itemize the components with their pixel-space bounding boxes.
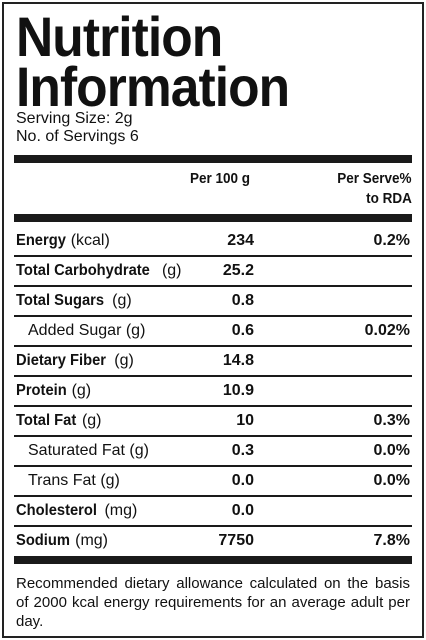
per-serve-rda: 0.0% [373,442,410,459]
column-header: Per Serve% [337,170,412,187]
title: Nutrition [16,5,223,68]
per-100g: 10.9 [222,382,254,399]
per-100g: 10 [236,412,254,429]
nutrient-name: Cholesterol (mg) [16,501,137,521]
unit: (g) [114,352,134,369]
column-header: to RDA [366,190,412,207]
nutrient-label: Total Fat [16,412,77,429]
per-100g: 0.6 [231,322,254,339]
unit: (mg) [75,532,109,549]
nutrient-name: Dietary Fiber (g) [16,351,134,371]
nutrient-name: Saturated Fat (g) [28,442,149,459]
column-header: Per 100 g [190,170,251,187]
footnote: Recommended dietary allowance calculated… [16,575,410,630]
row-divider [14,405,412,407]
nutrient-name: Added Sugar (g) [28,322,146,339]
row-divider [14,375,412,377]
nutrient-label: Total Carbohydrate [16,262,150,279]
title: Information [16,55,290,118]
per-100g: 25.2 [222,262,254,279]
divider [14,155,412,163]
nutrient-name: Total Sugars (g) [16,291,132,311]
nutrient-label: Total Sugars [16,292,105,309]
nutrient-name: Protein (g) [16,381,91,401]
per-100g: 0.3 [231,442,254,459]
per-serve-rda: 7.8% [373,532,410,549]
row-divider [14,525,412,527]
per-serve-rda: 0.3% [373,412,410,429]
unit: (g) [112,292,132,309]
nutrient-name: Total Fat (g) [16,411,102,431]
per-100g: 7750 [218,532,254,549]
per-100g: 0.0 [231,472,254,489]
nutrient-name: Sodium (mg) [16,531,108,551]
divider [14,214,412,222]
unit: (kcal) [70,232,110,249]
divider [14,556,412,564]
row-divider [14,255,412,257]
row-divider [14,285,412,287]
serving-size: Serving Size: 2g [16,110,133,127]
per-100g: 234 [227,232,254,249]
unit: (g) [71,382,92,399]
nutrient-label: Energy [16,232,66,249]
per-100g: 0.8 [231,292,254,309]
row-divider [14,345,412,347]
per-serve-rda: 0.0% [373,472,410,489]
per-serve-rda: 0.02% [364,322,410,339]
servings: No. of Servings 6 [16,128,139,145]
nutrient-label: Sodium [16,532,70,549]
row-divider [14,465,412,467]
unit: (mg) [104,502,138,519]
per-100g: 0.0 [231,502,254,519]
nutrient-name: Total Carbohydrate (g) [16,261,182,281]
nutrient-label: Protein [16,382,67,399]
row-divider [14,315,412,317]
per-serve-rda: 0.2% [373,232,410,249]
unit: (g) [161,262,182,279]
unit: (g) [81,412,102,429]
nutrient-name: Trans Fat (g) [28,472,120,489]
nutrient-name: Energy (kcal) [16,231,110,251]
per-100g: 14.8 [222,352,254,369]
nutrient-label: Cholesterol [16,502,97,519]
row-divider [14,435,412,437]
nutrient-label: Dietary Fiber [16,352,106,369]
row-divider [14,495,412,497]
